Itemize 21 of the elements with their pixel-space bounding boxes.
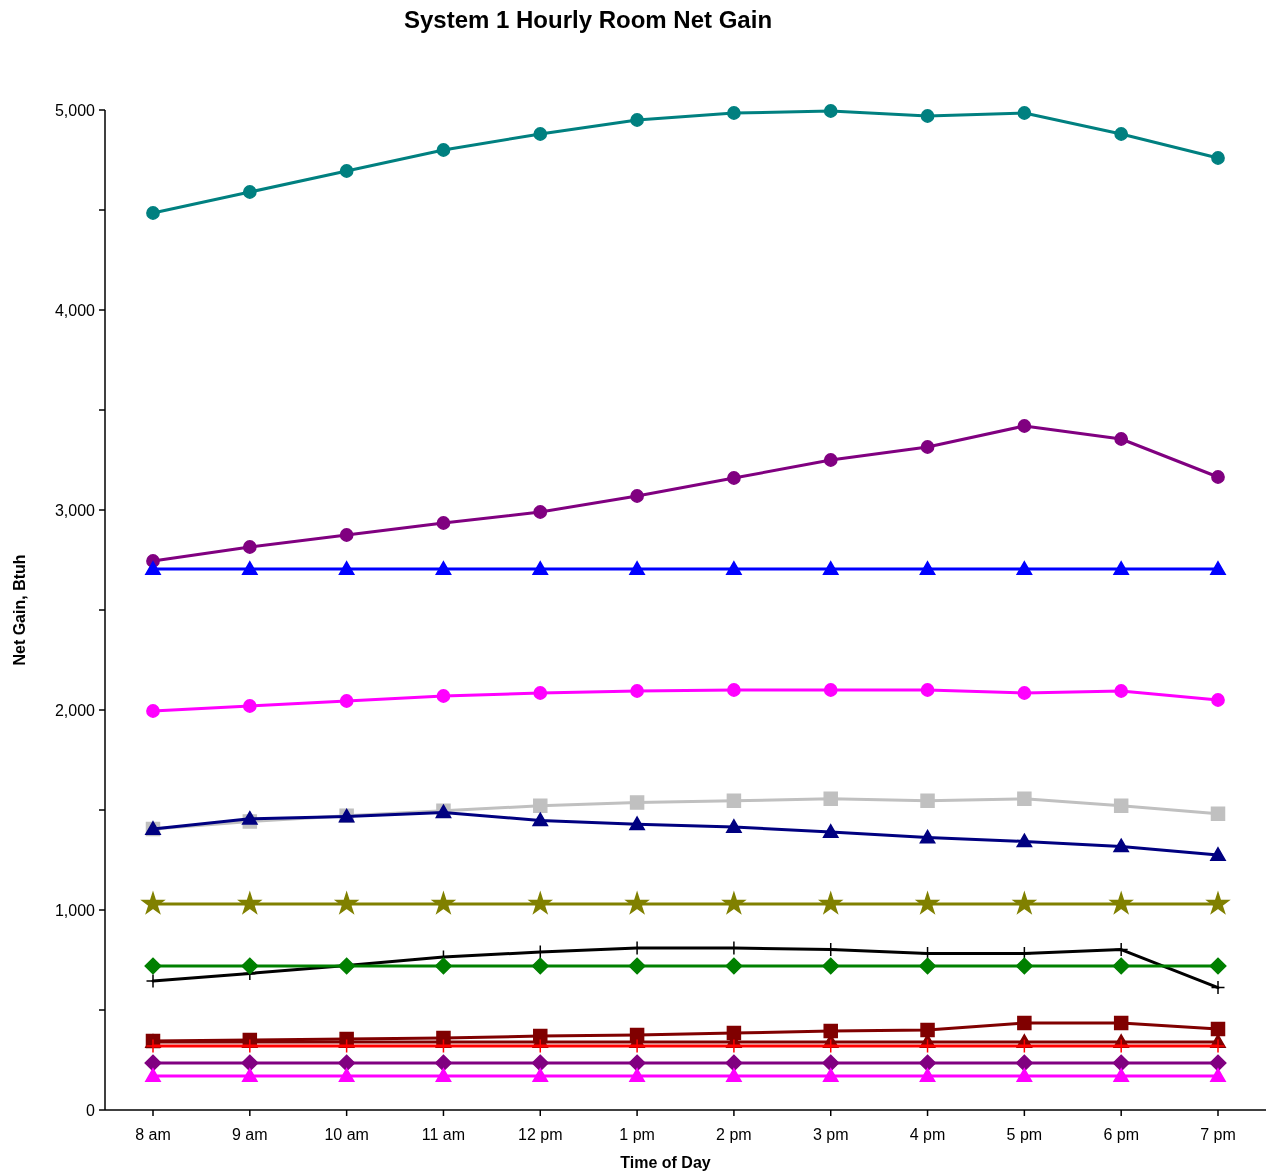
y-tick-label: 2,000 — [54, 701, 96, 719]
y-tick-label: 0 — [86, 1101, 96, 1119]
x-tick-label: 8 am — [135, 1126, 171, 1143]
x-axis-title: Time of Day — [620, 1154, 711, 1171]
x-tick-label: 4 pm — [909, 1126, 946, 1143]
x-tick-label: 9 am — [232, 1126, 268, 1143]
x-tick-label: 1 pm — [619, 1126, 655, 1143]
x-tick-label: 5 pm — [1006, 1126, 1043, 1143]
y-tick-label: 5,000 — [54, 101, 96, 119]
chart-title: System 1 Hourly Room Net Gain — [403, 6, 773, 33]
x-tick-label: 3 pm — [812, 1126, 849, 1143]
x-tick-label: 7 pm — [1200, 1126, 1236, 1143]
x-tick-label: 2 pm — [716, 1126, 752, 1143]
x-tick-label: 11 am — [421, 1126, 466, 1143]
x-tick-label: 6 pm — [1103, 1126, 1139, 1143]
y-tick-label: 4,000 — [54, 301, 96, 319]
y-axis-title: Net Gain, Btuh — [11, 554, 28, 666]
x-tick-label: 12 pm — [518, 1126, 563, 1143]
y-tick-label: 1,000 — [54, 901, 96, 919]
y-tick-label: 3,000 — [54, 501, 96, 519]
x-tick-label: 10 am — [324, 1126, 369, 1143]
